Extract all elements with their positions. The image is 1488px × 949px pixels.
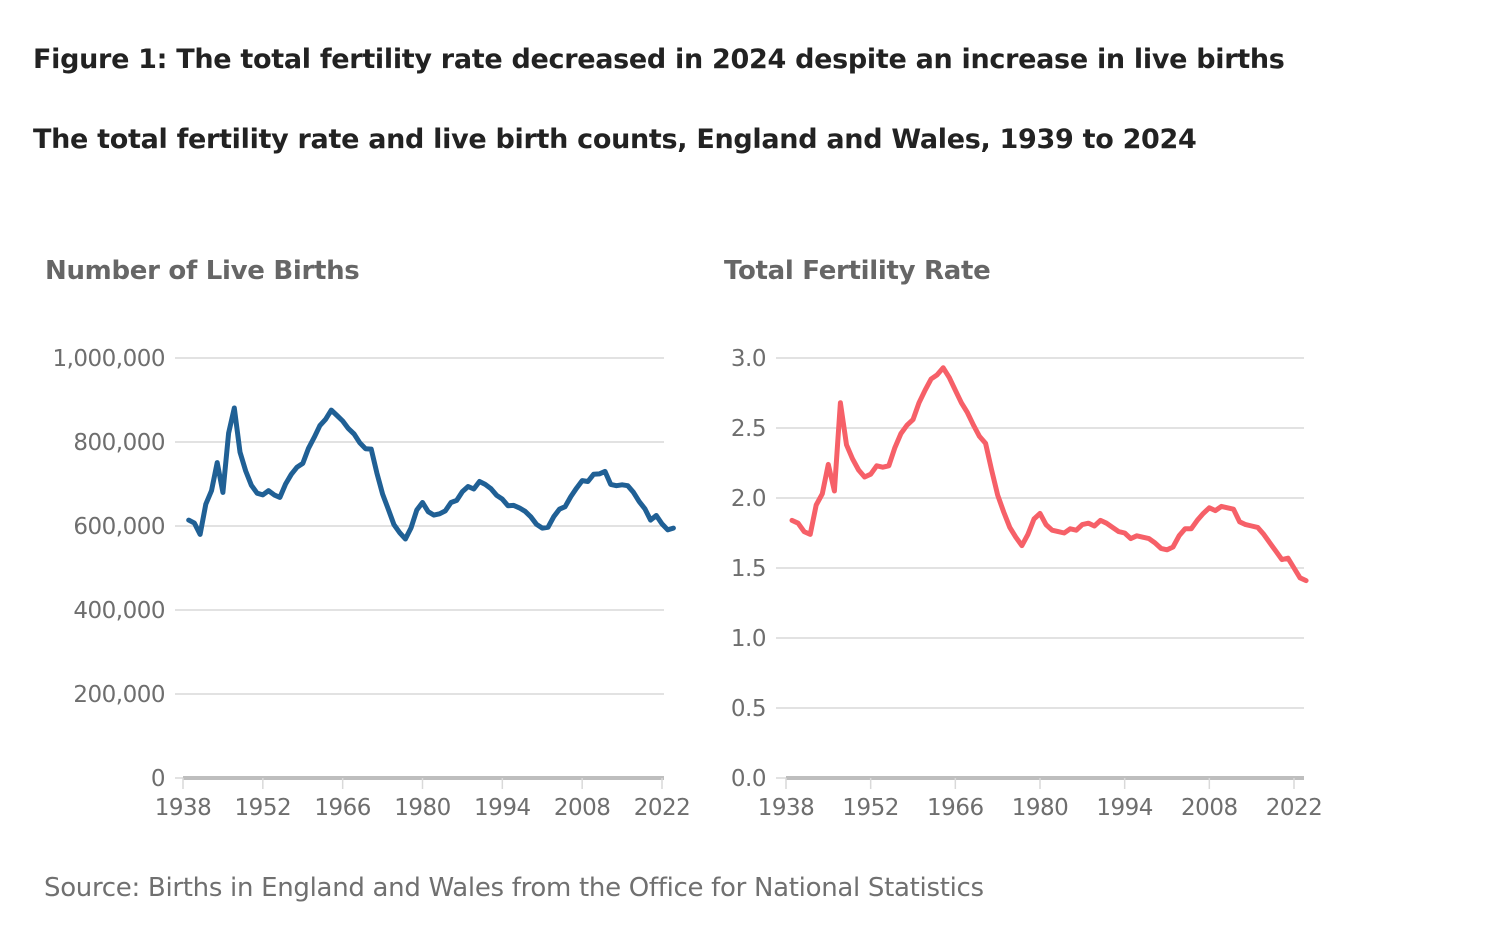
- live-births-chart-title: Number of Live Births: [45, 256, 360, 286]
- tfr-series-line: [789, 365, 1309, 584]
- fertility-rate-chart-title: Total Fertility Rate: [724, 256, 991, 286]
- births-x-tick-label: 2008: [554, 795, 611, 821]
- births-y-tick-label: 400,000: [73, 598, 165, 624]
- births-y-tick-label: 0: [151, 766, 165, 792]
- births-y-tick-label: 1,000,000: [52, 346, 165, 372]
- tfr-y-tick-label: 2.0: [731, 486, 766, 512]
- tfr-y-tick-label: 1.0: [731, 626, 766, 652]
- figure-title: Figure 1: The total fertility rate decre…: [33, 44, 1285, 75]
- births-y-tick-label: 200,000: [73, 682, 165, 708]
- tfr-x-tick-label: 1966: [927, 795, 984, 821]
- source-note: Source: Births in England and Wales from…: [44, 873, 984, 903]
- tfr-x-tick-label: 1980: [1012, 795, 1069, 821]
- tfr-x-tick-label: 1994: [1096, 795, 1153, 821]
- births-y-tick-label: 600,000: [73, 514, 165, 540]
- tfr-x-tick-label: 2022: [1266, 795, 1323, 821]
- births-x-tick-label: 1980: [394, 795, 451, 821]
- tfr-x-tick-label: 1952: [842, 795, 899, 821]
- tfr-x-tick-label: 2008: [1181, 795, 1238, 821]
- tfr-y-tick-label: 0.5: [731, 696, 766, 722]
- tfr-x-tick-label: 1938: [758, 795, 815, 821]
- births-series-line: [186, 405, 676, 542]
- tfr-y-tick-label: 2.5: [731, 416, 766, 442]
- births-x-tick-label: 2022: [634, 795, 691, 821]
- births-x-tick-label: 1938: [155, 795, 212, 821]
- tfr-y-tick-label: 0.0: [731, 766, 766, 792]
- births-x-tick-label: 1994: [474, 795, 531, 821]
- births-y-tick-label: 800,000: [73, 430, 165, 456]
- fertility-rate-chart: 0.0 0.5 1.0 1.5 2.0 2.5 3.0 1938 1952 1966 1980 199…: [731, 346, 1323, 821]
- live-births-chart: 0 200,000 400,000 600,000 800,000 1,000,000 19…: [52, 346, 690, 821]
- tfr-y-tick-label: 3.0: [731, 346, 766, 372]
- tfr-y-tick-label: 1.5: [731, 556, 766, 582]
- births-x-tick-label: 1966: [314, 795, 371, 821]
- figure-subtitle: The total fertility rate and live birth …: [33, 124, 1197, 155]
- births-x-tick-label: 1952: [235, 795, 292, 821]
